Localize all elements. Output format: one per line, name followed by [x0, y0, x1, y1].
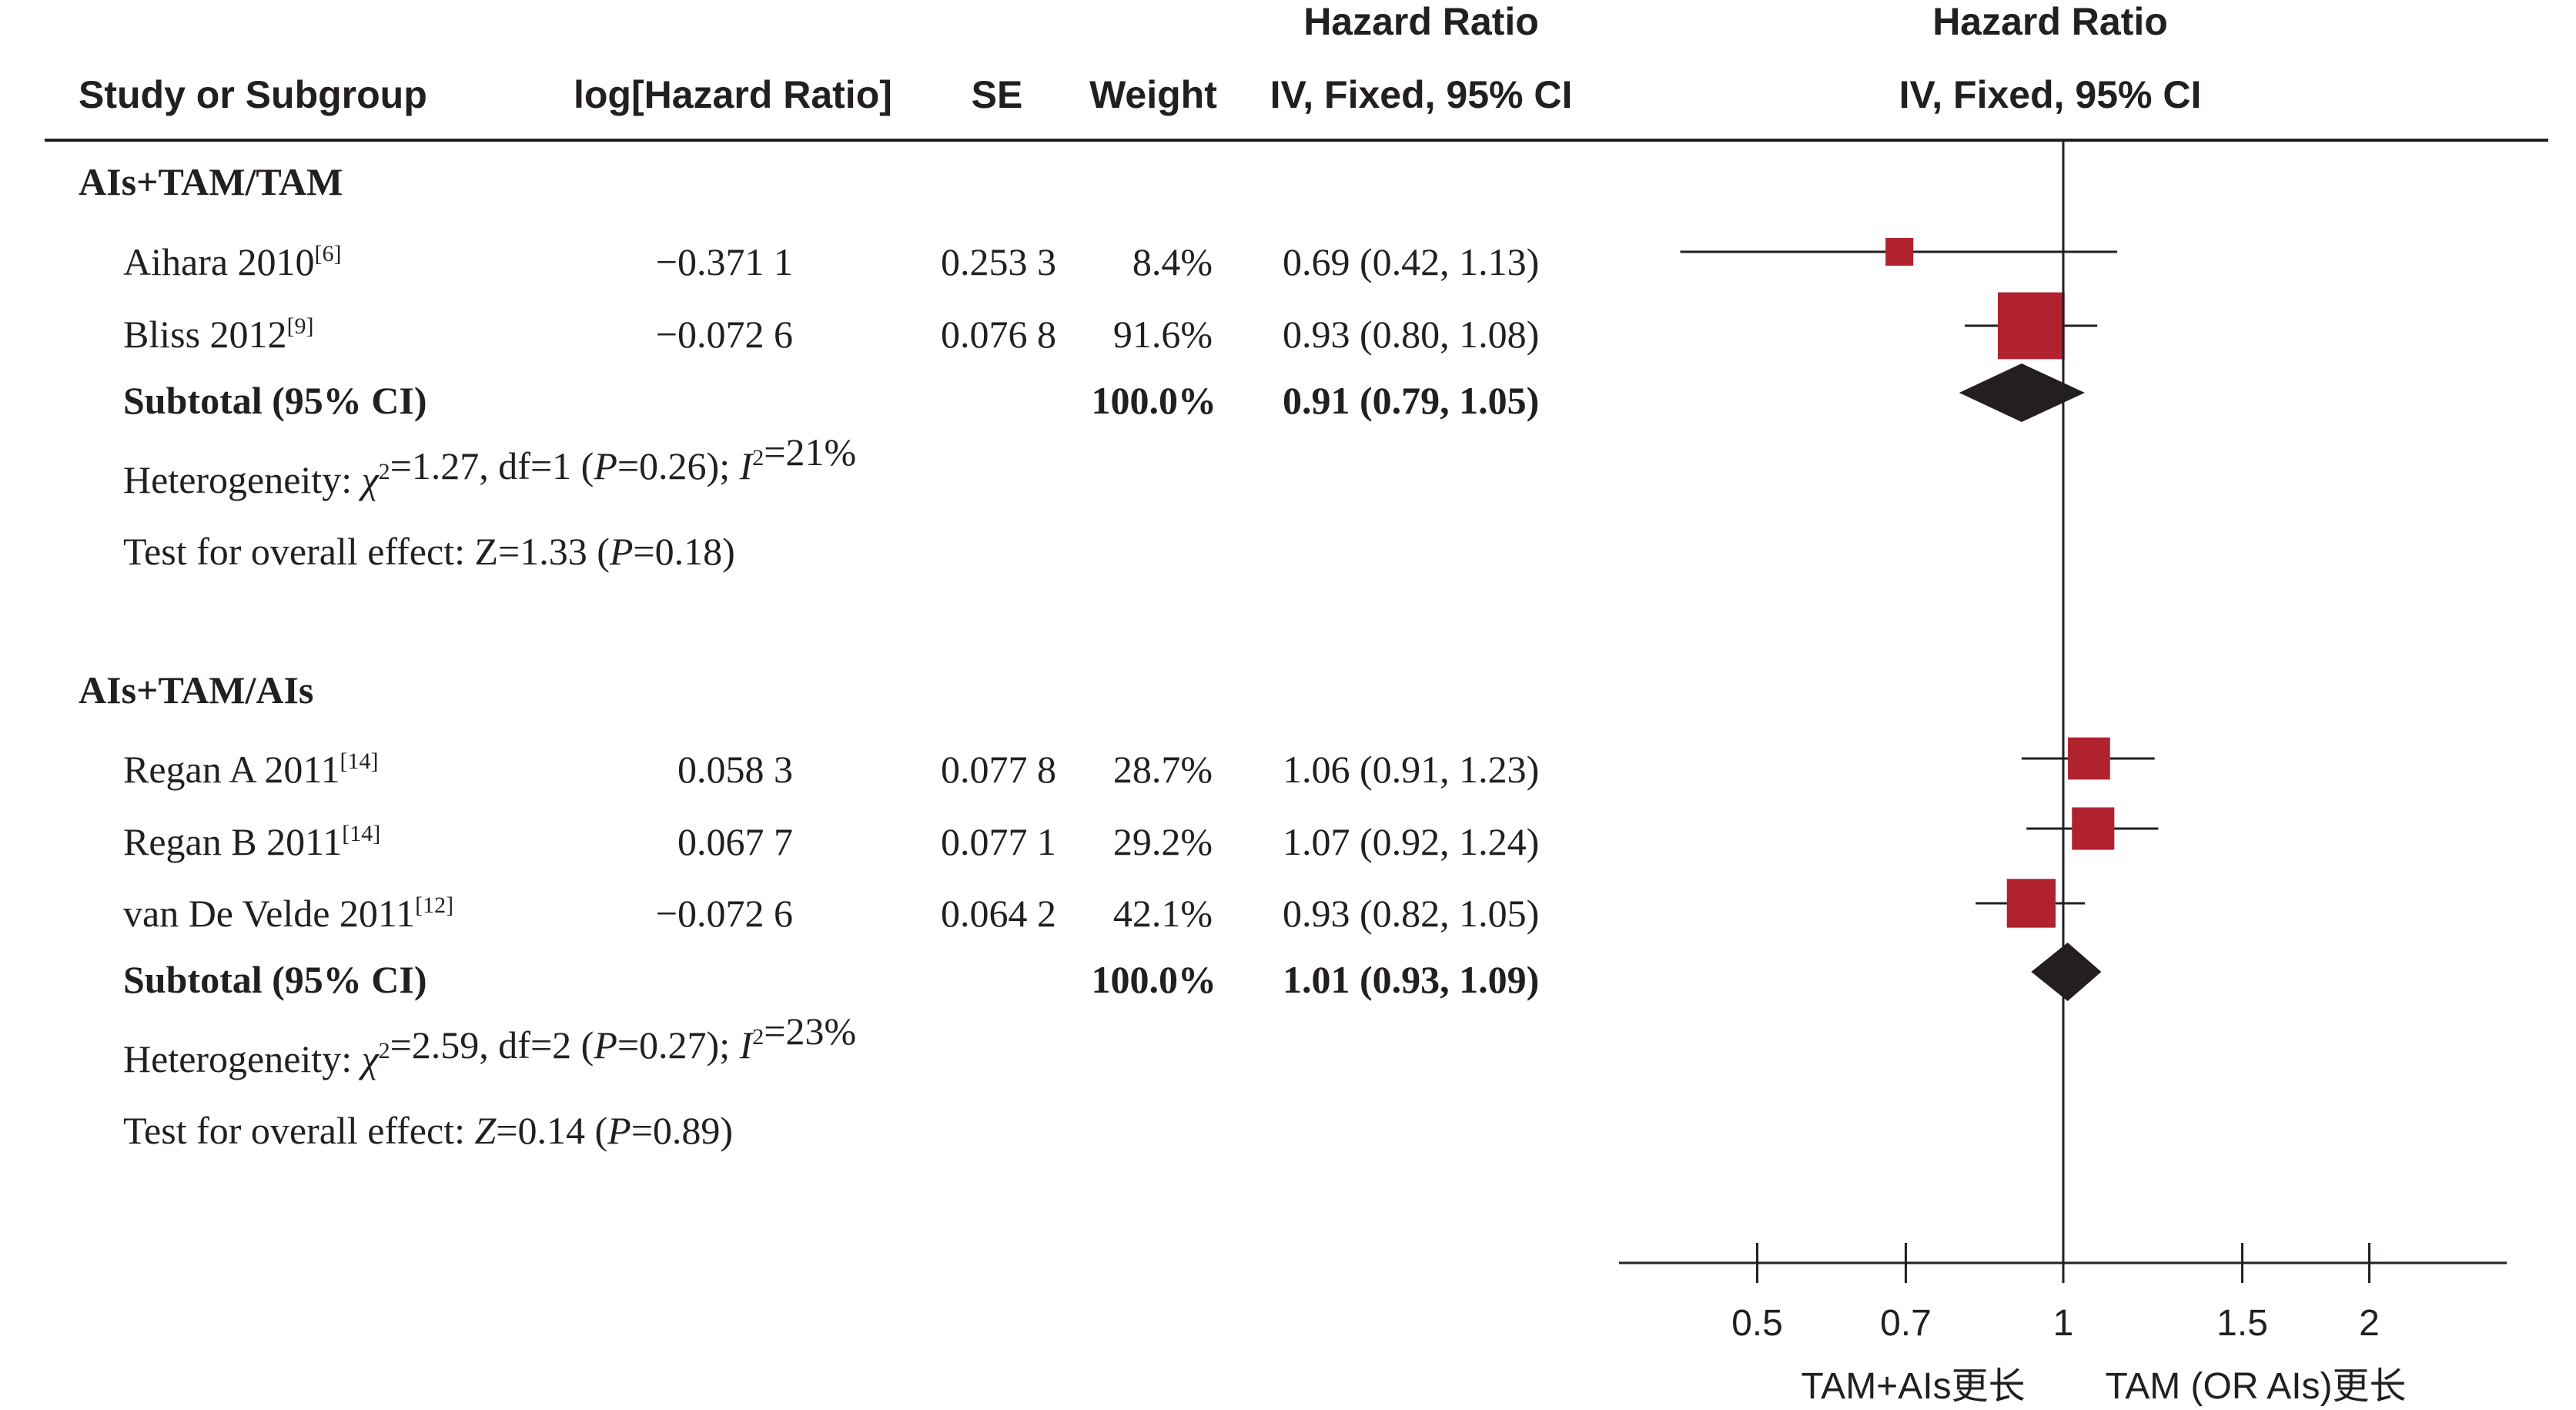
z-symbol: Z	[474, 1109, 497, 1152]
study-weight: 91.6%	[1113, 313, 1213, 356]
study-hr-ci: 0.93 (0.82, 1.05)	[1283, 892, 1539, 935]
subtotal-weight: 100.0%	[1092, 958, 1217, 1001]
study-weight-marker	[2006, 879, 2056, 928]
overall-effect-test: Test for overall effect: Z=1.33 (P=0.18)	[123, 530, 735, 573]
chi-symbol: χ	[359, 458, 380, 501]
heterogeneity-prefix: Heterogeneity:	[123, 458, 362, 501]
heterogeneity-stats: Heterogeneity: χ2=2.59, df=2 (P=0.27); I…	[123, 1010, 856, 1080]
i-square-exponent: 2	[752, 1024, 764, 1050]
subtotal-diamond	[2031, 943, 2102, 1001]
study-weight: 28.7%	[1113, 748, 1213, 791]
study-name: Regan A 2011[14]	[123, 748, 378, 791]
heterogeneity-p-value: =0.27);	[617, 1023, 740, 1067]
study-name: Bliss 2012[9]	[123, 313, 314, 356]
study-loghr: 0.058 3	[677, 748, 793, 791]
subgroup-heading: AIs+TAM/AIs	[79, 668, 313, 712]
chi-square-exponent: 2	[379, 459, 390, 484]
study-weight: 29.2%	[1113, 820, 1213, 863]
weight-column-header: Weight	[1089, 73, 1217, 116]
p-symbol: P	[593, 1023, 617, 1067]
chi-symbol: χ	[359, 1037, 380, 1080]
overall-effect-prefix: Test for overall effect:	[123, 1109, 474, 1152]
study-se: 0.077 1	[941, 820, 1056, 863]
p-symbol: P	[609, 530, 634, 573]
study-hr-ci: 1.06 (0.91, 1.23)	[1283, 748, 1539, 791]
study-weight: 42.1%	[1113, 892, 1213, 935]
study-hr-ci: 0.69 (0.42, 1.13)	[1283, 240, 1539, 283]
study-name: Aihara 2010[6]	[123, 240, 342, 283]
study-hr-ci: 0.93 (0.80, 1.08)	[1283, 313, 1539, 356]
hr-column-title: Hazard Ratio	[1303, 0, 1539, 43]
study-loghr: 0.067 7	[677, 820, 793, 863]
loghr-column-header: log[Hazard Ratio]	[574, 73, 892, 116]
x-tick-label: 1.5	[2216, 1303, 2268, 1344]
se-column-header: SE	[972, 73, 1023, 116]
i-symbol: I	[739, 1023, 754, 1067]
p-symbol: P	[607, 1109, 631, 1152]
study-reference: [6]	[315, 241, 342, 266]
subtotal-label: Subtotal (95% CI)	[123, 379, 427, 422]
x-tick-label: 1	[2053, 1303, 2074, 1344]
heterogeneity-i-value: =23%	[764, 1010, 856, 1053]
heterogeneity-i-value: =21%	[764, 430, 856, 474]
study-se: 0.077 8	[941, 748, 1056, 791]
subtotal-weight: 100.0%	[1092, 379, 1217, 422]
heterogeneity-p-value: =0.26);	[617, 444, 740, 487]
overall-effect-p-value: =0.18)	[633, 530, 734, 573]
study-loghr: −0.072 6	[656, 313, 793, 356]
study-loghr: −0.371 1	[656, 240, 793, 283]
study-loghr: −0.072 6	[656, 892, 793, 935]
study-weight-marker	[1885, 237, 1914, 266]
study-name: Regan B 2011[14]	[123, 820, 380, 863]
x-tick-label: 2	[2359, 1303, 2380, 1344]
study-weight-marker	[2068, 737, 2110, 780]
overall-effect-z-value: =0.14 (	[496, 1109, 607, 1152]
subtotal-diamond	[1959, 363, 2085, 422]
study-se: 0.253 3	[941, 240, 1056, 283]
subtotal-hr-ci: 0.91 (0.79, 1.05)	[1283, 379, 1539, 422]
heterogeneity-chi-value: =2.59, df=2 (	[390, 1023, 594, 1067]
axis-caption-right: TAM (OR AIs)更长	[2105, 1366, 2406, 1407]
overall-effect-p-value: =0.89)	[631, 1109, 733, 1152]
chi-square-exponent: 2	[379, 1038, 390, 1063]
study-name: van De Velde 2011[12]	[123, 892, 453, 935]
plot-area: 0.5 0.7 1 1.5 2 TAM+AIs更长 TAM (OR AIs)更长	[1619, 140, 2507, 1407]
study-reference: [12]	[415, 893, 453, 918]
i-square-exponent: 2	[752, 445, 764, 471]
study-hr-ci: 1.07 (0.92, 1.24)	[1283, 820, 1539, 863]
plot-method-header: IV, Fixed, 95% CI	[1899, 73, 2202, 116]
i-symbol: I	[739, 444, 754, 487]
study-column-header: Study or Subgroup	[79, 73, 427, 116]
study-weight-marker	[2072, 807, 2115, 850]
overall-effect-prefix: Test for overall effect: Z=1.33 (	[123, 530, 610, 573]
x-tick-label: 0.5	[1731, 1303, 1783, 1344]
heterogeneity-chi-value: =1.27, df=1 (	[390, 444, 594, 487]
plot-column-title: Hazard Ratio	[1932, 0, 2168, 43]
x-tick-label: 0.7	[1880, 1303, 1932, 1344]
study-reference: [9]	[287, 313, 314, 339]
axis-caption-left: TAM+AIs更长	[1801, 1366, 2025, 1407]
overall-effect-test: Test for overall effect: Z=0.14 (P=0.89)	[123, 1109, 733, 1152]
study-se: 0.076 8	[941, 313, 1056, 356]
study-reference: [14]	[342, 821, 380, 846]
study-reference: [14]	[340, 749, 378, 774]
hr-method-header: IV, Fixed, 95% CI	[1270, 73, 1573, 116]
subtotal-hr-ci: 1.01 (0.93, 1.09)	[1283, 958, 1539, 1001]
study-weight-marker	[1998, 292, 2065, 360]
study-weight: 8.4%	[1132, 240, 1213, 283]
p-symbol: P	[593, 444, 617, 487]
subtotal-label: Subtotal (95% CI)	[123, 958, 427, 1001]
table-rows: AIs+TAM/TAM Aihara 2010[6] −0.371 1 0.253 3…	[79, 160, 1539, 1152]
heterogeneity-stats: Heterogeneity: χ2=1.27, df=1 (P=0.26); I…	[123, 430, 856, 501]
study-se: 0.064 2	[941, 892, 1056, 935]
subgroup-heading: AIs+TAM/TAM	[79, 160, 343, 203]
heterogeneity-prefix: Heterogeneity:	[123, 1037, 362, 1080]
